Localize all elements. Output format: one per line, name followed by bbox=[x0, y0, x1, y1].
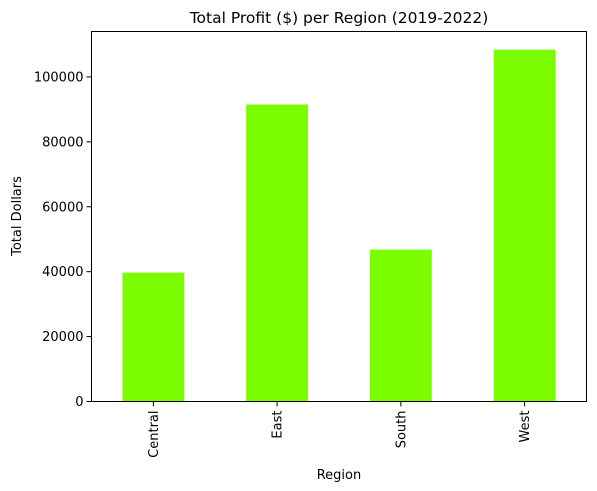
y-tick-label-100000: 100000 bbox=[34, 70, 84, 85]
plot-frame bbox=[91, 31, 587, 402]
chart-title: Total Profit ($) per Region (2019-2022) bbox=[189, 9, 489, 27]
y-axis: 0 20000 40000 60000 80000 100000 bbox=[34, 70, 92, 410]
x-tick-label-central: Central bbox=[147, 411, 162, 458]
bar-central bbox=[122, 272, 185, 402]
x-tick-label-east: East bbox=[271, 411, 286, 439]
bar-south bbox=[369, 249, 432, 402]
x-axis: Central East South West bbox=[147, 401, 533, 458]
y-tick-label-60000: 60000 bbox=[42, 200, 83, 215]
x-tick-label-south: South bbox=[394, 411, 409, 449]
x-tick-label-west: West bbox=[518, 411, 533, 443]
bars-group bbox=[122, 49, 556, 402]
y-tick-label-80000: 80000 bbox=[42, 135, 83, 150]
y-tick-label-40000: 40000 bbox=[42, 265, 83, 280]
y-axis-title: Total Dollars bbox=[10, 176, 25, 257]
x-axis-title: Region bbox=[317, 468, 362, 483]
y-tick-label-20000: 20000 bbox=[42, 330, 83, 345]
bar-west bbox=[493, 49, 556, 402]
bar-east bbox=[246, 104, 309, 402]
y-tick-label-0: 0 bbox=[75, 395, 83, 410]
